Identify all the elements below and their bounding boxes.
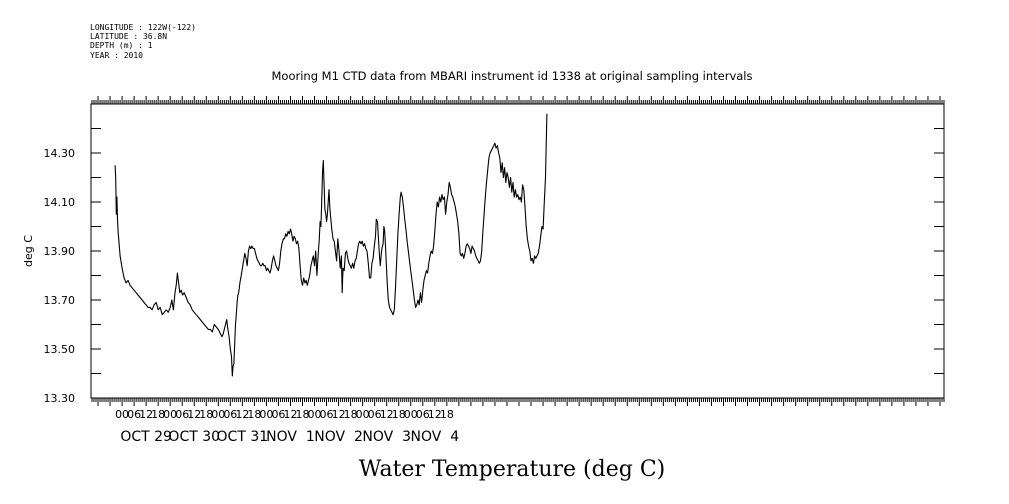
x-day-label: OCT 30 (168, 429, 220, 445)
x-day-label: OCT 31 (217, 429, 269, 445)
header-line-longitude: LONGITUDE : 122W(-122) (90, 23, 196, 32)
x-day-label: OCT 29 (120, 429, 172, 445)
x-hour-tick-label: 00 (115, 408, 129, 421)
series-line (114, 113, 548, 377)
x-hour-tick-label: 06 (416, 408, 430, 421)
x-axis-label: Water Temperature (deg C) (359, 457, 666, 482)
series-layer (114, 113, 548, 377)
x-hour-tick-label: 12 (187, 408, 201, 421)
x-hour-tick-label: 12 (235, 408, 249, 421)
x-hour-tick-label: 18 (392, 408, 406, 421)
x-hour-tick-label: 18 (199, 408, 213, 421)
x-hour-tick-label: 06 (223, 408, 237, 421)
x-hour-tick-label: 00 (211, 408, 225, 421)
x-day-label: NOV 3 (362, 429, 411, 445)
y-tick-label: 14.10 (44, 196, 76, 209)
chart-title: Mooring M1 CTD data from MBARI instrumen… (272, 69, 753, 83)
x-hour-tick-label: 00 (404, 408, 418, 421)
x-hour-tick-label: 00 (308, 408, 322, 421)
y-tick-label: 13.90 (44, 245, 76, 258)
x-hour-tick-label: 12 (380, 408, 394, 421)
x-day-label: NOV 4 (410, 429, 459, 445)
y-tick-label: 14.30 (44, 147, 76, 160)
plot-frame (90, 103, 945, 399)
x-hour-tick-label: 18 (344, 408, 358, 421)
y-tick-label: 13.30 (44, 392, 76, 405)
axis-ticks (91, 96, 945, 406)
x-hour-tick-label: 06 (368, 408, 382, 421)
header-line-depth: DEPTH (m) : 1 (90, 41, 153, 50)
x-day-label: NOV 2 (314, 429, 363, 445)
x-hour-tick-label: 12 (283, 408, 297, 421)
header-line-year: YEAR : 2010 (90, 51, 143, 60)
x-hour-tick-label: 18 (151, 408, 165, 421)
y-tick-label: 13.50 (44, 343, 76, 356)
x-hour-tick-label: 12 (139, 408, 153, 421)
x-hour-tick-label: 18 (295, 408, 309, 421)
y-axis-label: deg C (22, 235, 35, 267)
x-hour-tick-label: 12 (428, 408, 442, 421)
x-hour-tick-label: 00 (356, 408, 370, 421)
x-hour-tick-label: 12 (332, 408, 346, 421)
header-line-latitude: LATITUDE : 36.8N (90, 32, 167, 41)
axis-labels: 0006121800061218000612180006121800061218… (44, 147, 460, 445)
x-hour-tick-label: 06 (320, 408, 334, 421)
x-hour-tick-label: 18 (247, 408, 261, 421)
x-day-label: NOV 1 (266, 429, 315, 445)
chart-header: LONGITUDE : 122W(-122) LATITUDE : 36.8N … (90, 23, 196, 60)
x-hour-tick-label: 00 (259, 408, 273, 421)
y-tick-label: 13.70 (44, 294, 76, 307)
x-hour-tick-label: 06 (175, 408, 189, 421)
x-hour-tick-label: 06 (271, 408, 285, 421)
x-hour-tick-label: 06 (127, 408, 141, 421)
x-hour-tick-label: 18 (440, 408, 454, 421)
x-hour-tick-label: 00 (163, 408, 177, 421)
